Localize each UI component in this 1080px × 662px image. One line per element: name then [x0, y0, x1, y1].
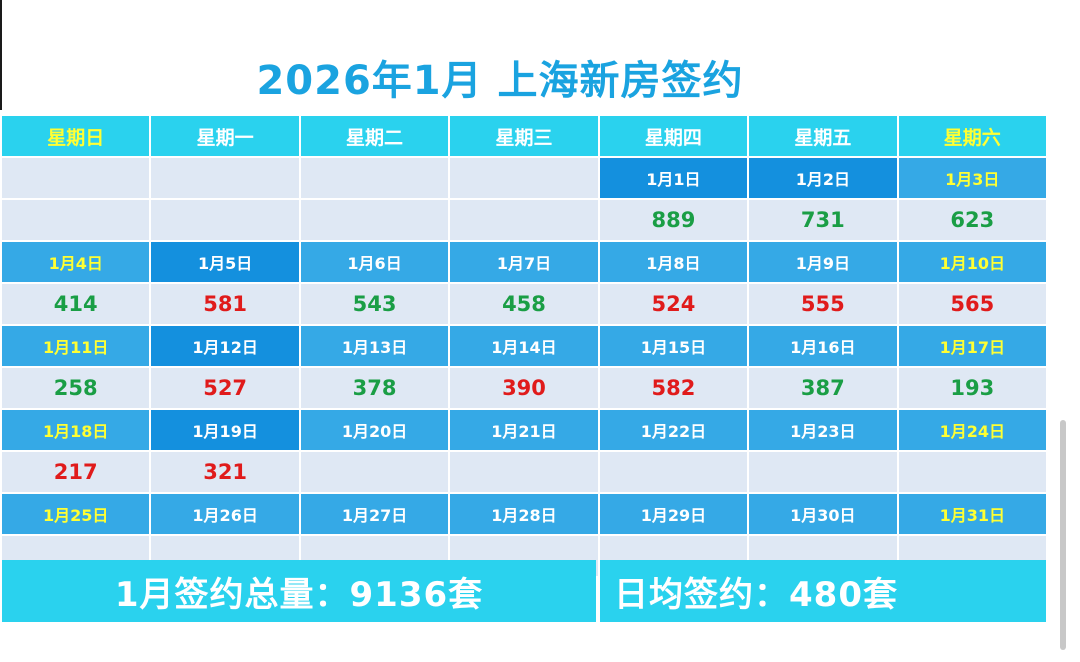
signing-count: 555	[749, 284, 897, 324]
empty-cell	[2, 158, 150, 198]
left-edge-divider	[0, 0, 2, 110]
signing-count: 217	[2, 452, 150, 492]
empty-cell	[300, 200, 449, 240]
signing-count: 527	[151, 368, 299, 408]
empty-cell	[151, 158, 299, 198]
date-cell: 1月28日	[450, 494, 598, 534]
date-cell: 1月18日	[2, 410, 150, 450]
signing-count: 582	[599, 368, 748, 408]
date-cell: 1月23日	[749, 410, 897, 450]
signing-calendar-grid: 星期日 星期一 星期二 星期三 星期四 星期五 星期六 1月1日 1月2日 1月3日 889 731 6…	[2, 116, 1046, 576]
date-cell: 1月30日	[749, 494, 897, 534]
date-cell: 1月31日	[898, 494, 1046, 534]
signing-count: 387	[749, 368, 897, 408]
signing-count: 731	[749, 200, 897, 240]
date-cell: 1月29日	[599, 494, 748, 534]
date-cell: 1月16日	[749, 326, 897, 366]
signing-count: 543	[300, 284, 449, 324]
date-cell: 1月19日	[151, 410, 299, 450]
signing-count: 623	[898, 200, 1046, 240]
page-title: 2026年1月 上海新房签约	[256, 58, 744, 104]
signing-count: 458	[450, 284, 598, 324]
signing-count: 390	[450, 368, 598, 408]
empty-cell	[898, 452, 1046, 492]
empty-cell	[300, 158, 449, 198]
date-cell: 1月25日	[2, 494, 150, 534]
daily-average-banner: 日均签约：480套	[600, 560, 1046, 622]
date-cell: 1月24日	[898, 410, 1046, 450]
signing-count: 524	[599, 284, 748, 324]
signing-count: 414	[2, 284, 150, 324]
weekday-header: 星期六	[898, 116, 1046, 156]
signing-count: 378	[300, 368, 449, 408]
weekday-header: 星期日	[2, 116, 150, 156]
signing-count: 321	[151, 452, 299, 492]
date-cell: 1月2日	[749, 158, 897, 198]
empty-cell	[450, 200, 598, 240]
signing-count: 889	[599, 200, 748, 240]
empty-cell	[2, 200, 150, 240]
empty-cell	[450, 452, 598, 492]
date-cell: 1月21日	[450, 410, 598, 450]
weekday-header: 星期五	[749, 116, 897, 156]
empty-cell	[151, 200, 299, 240]
date-cell: 1月8日	[599, 242, 748, 282]
empty-cell	[749, 452, 897, 492]
date-cell: 1月9日	[749, 242, 897, 282]
date-cell: 1月17日	[898, 326, 1046, 366]
date-cell: 1月27日	[300, 494, 449, 534]
empty-cell	[450, 158, 598, 198]
date-cell: 1月22日	[599, 410, 748, 450]
vertical-scrollbar[interactable]	[1060, 420, 1066, 650]
signing-count: 258	[2, 368, 150, 408]
date-cell: 1月15日	[599, 326, 748, 366]
signing-count: 565	[898, 284, 1046, 324]
monthly-total-banner: 1月签约总量：9136套	[2, 560, 596, 622]
weekday-header: 星期二	[300, 116, 449, 156]
date-cell: 1月1日	[599, 158, 748, 198]
date-cell: 1月3日	[898, 158, 1046, 198]
signing-count: 581	[151, 284, 299, 324]
date-cell: 1月7日	[450, 242, 598, 282]
signing-count: 193	[898, 368, 1046, 408]
date-cell: 1月11日	[2, 326, 150, 366]
weekday-header: 星期四	[599, 116, 748, 156]
date-cell: 1月13日	[300, 326, 449, 366]
date-cell: 1月10日	[898, 242, 1046, 282]
date-cell: 1月20日	[300, 410, 449, 450]
empty-cell	[300, 452, 449, 492]
weekday-header: 星期一	[151, 116, 299, 156]
weekday-header: 星期三	[450, 116, 598, 156]
date-cell: 1月26日	[151, 494, 299, 534]
date-cell: 1月6日	[300, 242, 449, 282]
empty-cell	[599, 452, 748, 492]
date-cell: 1月4日	[2, 242, 150, 282]
date-cell: 1月14日	[450, 326, 598, 366]
date-cell: 1月5日	[151, 242, 299, 282]
date-cell: 1月12日	[151, 326, 299, 366]
